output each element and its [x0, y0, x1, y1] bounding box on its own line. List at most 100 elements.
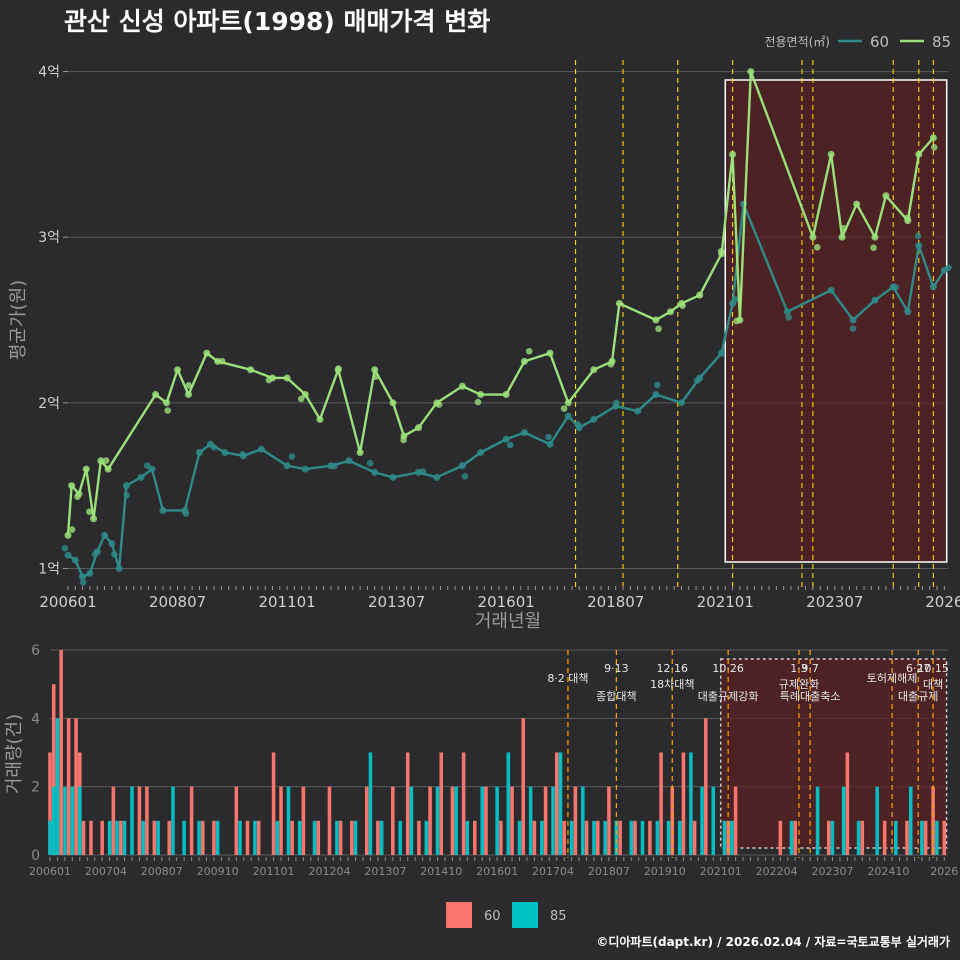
price-point-85: [696, 291, 704, 299]
volume-bar-60: [327, 786, 332, 855]
event-policy-label: 대책: [923, 678, 943, 691]
price-point-85: [560, 405, 568, 412]
price-point-60: [564, 412, 572, 420]
price-point-60: [892, 283, 899, 291]
price-point-85: [316, 415, 324, 423]
price-x-tick-label: 200807: [149, 593, 206, 611]
volume-bar-85: [689, 752, 693, 855]
chart-title: 관산 신성 아파트(1998) 매매가격 변화: [64, 7, 490, 36]
volume-bar-60: [532, 820, 537, 855]
volume-x-tick-label: 201910: [644, 865, 686, 878]
volume-bar-60: [74, 718, 78, 855]
volume-bar-60: [234, 786, 239, 855]
volume-bar-60: [100, 820, 104, 855]
price-point-85: [86, 508, 93, 515]
volume-bar-85: [70, 786, 75, 855]
volume-x-tick-label: 200910: [197, 865, 239, 878]
volume-bar-85: [815, 786, 820, 855]
volume-bar-85: [130, 786, 134, 855]
volume-bar-60: [316, 820, 321, 855]
price-point-60: [159, 506, 167, 514]
volume-bar-85: [107, 820, 112, 855]
price-point-60: [914, 232, 922, 240]
volume-bar-60: [417, 820, 421, 855]
price-point-60: [574, 421, 582, 428]
price-point-60: [718, 349, 726, 357]
price-point-60: [111, 551, 118, 558]
price-point-60: [115, 564, 123, 572]
volume-bar-85: [920, 820, 924, 855]
price-point-85: [652, 316, 660, 324]
volume-bar-85: [551, 786, 555, 855]
price-point-85: [840, 224, 848, 232]
volume-bar-60: [584, 820, 589, 855]
volume-bar-60: [245, 820, 250, 855]
volume-bar-60: [521, 718, 525, 855]
volume-bar-85: [197, 820, 201, 855]
price-point-60: [634, 407, 642, 415]
price-point-60: [849, 325, 857, 332]
price-point-85: [904, 214, 911, 222]
price-point-85: [371, 366, 379, 374]
price-point-60: [477, 449, 485, 456]
volume-bar-60: [484, 786, 488, 855]
volume-bar-85: [506, 752, 511, 855]
volume-bar-85: [253, 820, 257, 855]
volume-bar-60: [59, 650, 63, 855]
volume-bar-60: [923, 820, 928, 855]
volume-bar-85: [424, 820, 429, 855]
price-point-85: [717, 247, 725, 255]
volume-bar-85: [528, 786, 533, 855]
price-x-tick-label: 201101: [258, 593, 315, 611]
volume-bar-85: [465, 820, 470, 855]
price-point-60: [79, 578, 87, 586]
legend-label-60-bottom: 60: [484, 909, 501, 924]
volume-x-tick-label: 200807: [141, 865, 183, 878]
price-point-85: [477, 391, 485, 399]
volume-bar-60: [826, 820, 831, 855]
event-date-label: 9·7: [801, 662, 819, 675]
event-date-label: 12·16: [657, 662, 689, 675]
event-policy-label: 토허제해제: [867, 671, 918, 685]
event-policy-label: 18차대책: [650, 678, 694, 691]
price-point-85: [90, 515, 98, 523]
price-point-60: [366, 459, 374, 467]
price-point-60: [137, 473, 145, 481]
price-point-60: [301, 465, 309, 473]
volume-bar-60: [201, 820, 205, 855]
event-policy-label: 대출규제강화: [698, 690, 759, 703]
volume-bar-85: [51, 786, 56, 855]
price-point-85: [729, 150, 737, 158]
price-point-85: [102, 457, 110, 464]
volume-bar-85: [454, 786, 458, 855]
volume-bar-85: [353, 820, 358, 855]
price-point-85: [747, 68, 755, 76]
volume-bar-85: [275, 820, 280, 855]
volume-bar-60: [89, 820, 93, 855]
volume-y-tick-label: 4: [31, 711, 40, 727]
highlight-box: [724, 79, 948, 563]
price-point-85: [247, 366, 255, 374]
price-point-60: [827, 286, 835, 294]
price-point-85: [415, 424, 423, 432]
volume-bar-85: [875, 786, 879, 855]
price-point-60: [904, 308, 912, 316]
price-point-60: [283, 462, 291, 470]
volume-bar-60: [376, 820, 380, 855]
price-point-85: [68, 526, 76, 533]
price-point-85: [929, 134, 937, 142]
volume-x-tick-label: 2026: [930, 865, 958, 878]
price-point-85: [813, 244, 821, 251]
price-point-85: [435, 401, 443, 408]
volume-x-tick-label: 201704: [532, 865, 574, 878]
volume-x-tick-label: 202410: [867, 865, 909, 878]
volume-bar-85: [480, 786, 485, 855]
price-point-60: [652, 391, 660, 399]
volume-bar-60: [48, 752, 52, 855]
volume-bar-60: [633, 820, 637, 855]
price-point-60: [849, 316, 857, 324]
price-y-tick-label: 3억: [38, 230, 60, 246]
price-x-tick-label: 201601: [478, 593, 535, 611]
price-point-60: [461, 473, 469, 480]
price-point-60: [545, 433, 552, 441]
